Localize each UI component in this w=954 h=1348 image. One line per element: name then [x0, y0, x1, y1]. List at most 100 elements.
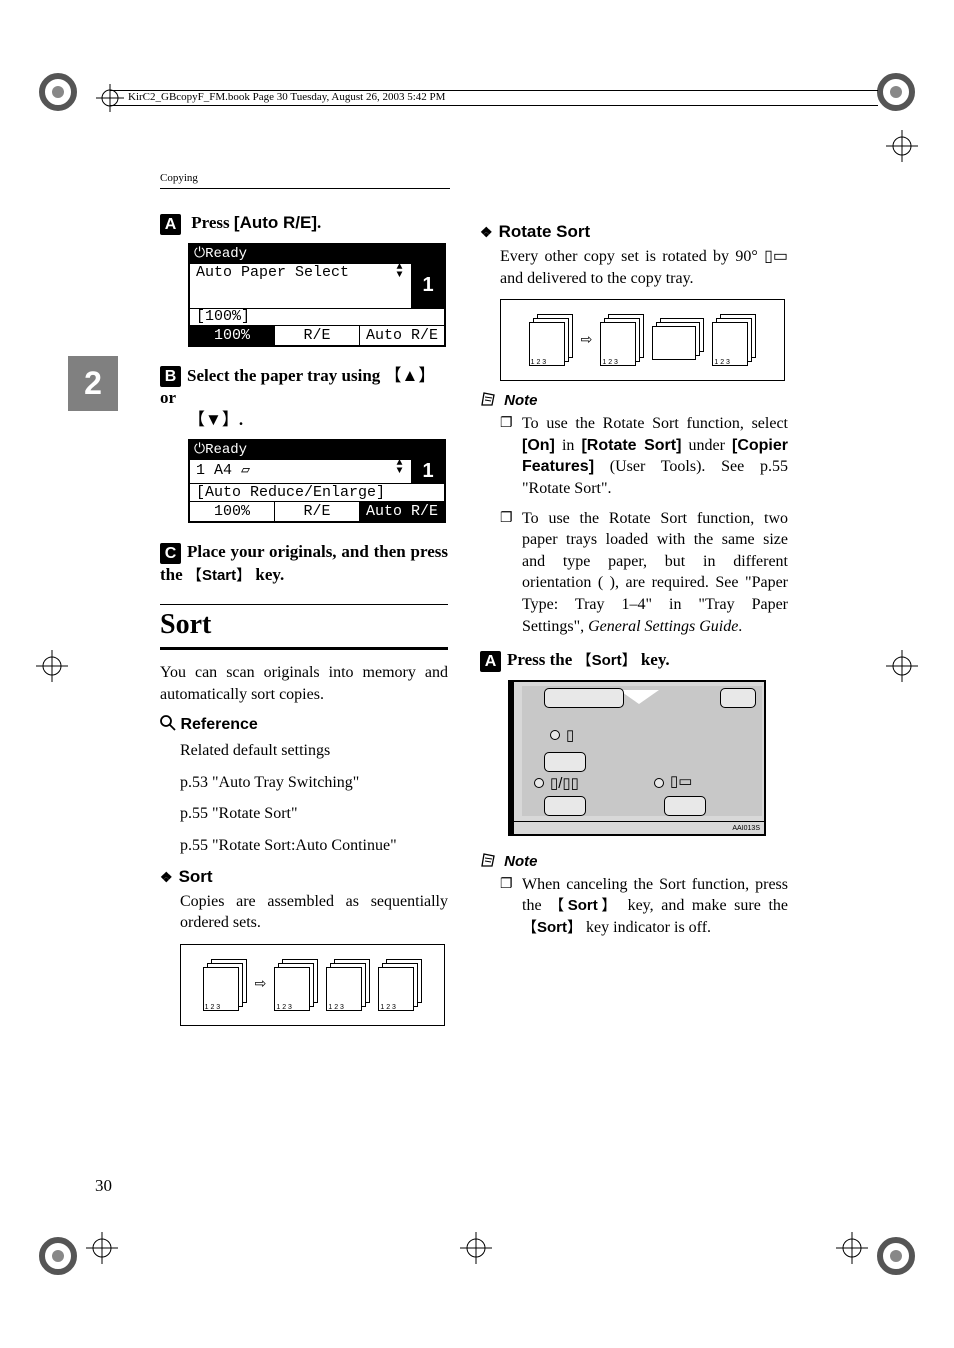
print-mark-tr [874, 70, 918, 114]
note-label-1: Note [504, 392, 537, 409]
step-2a: Select the paper tray using [187, 366, 385, 385]
lcd2-ready: ⏻Ready [190, 441, 444, 459]
lcd2-line1: 1 A4 ▱ [190, 460, 384, 483]
step-1-verb: Press [191, 213, 229, 232]
section-name: Copying [160, 172, 198, 184]
section-underline [160, 188, 450, 189]
diamond-icon: ❖ [160, 869, 173, 885]
step-2b: or [160, 388, 176, 407]
step-1-icon: A [160, 214, 181, 235]
print-mark-bl2 [86, 1232, 118, 1264]
panel-btn-1 [544, 688, 624, 708]
panel-btn-5 [664, 796, 706, 816]
step-3b: key. [251, 565, 284, 584]
note-label-2: Note [504, 853, 537, 870]
lcd1-ready: ⏻Ready [190, 245, 444, 263]
sort-sub-label: Sort [179, 867, 213, 886]
panel-indicator-icon [619, 690, 659, 704]
sort-intro: You can scan originals into memory and a… [160, 662, 448, 705]
sort-desc: Copies are assembled as sequentially ord… [180, 891, 448, 934]
lcd2-br: Auto R/E [360, 502, 444, 521]
print-mark-br2 [836, 1232, 868, 1264]
step-2-icon: B [160, 366, 181, 387]
reference-heading: Reference [160, 715, 448, 734]
reference-label: Reference [180, 716, 257, 733]
ref-line-4: p.55 "Rotate Sort:Auto Continue" [180, 835, 448, 857]
chapter-number: 2 [84, 365, 102, 402]
right-column: ❖ Rotate Sort Every other copy set is rot… [480, 212, 788, 947]
sort-heading: Sort [160, 604, 448, 650]
lcd1-updown-icon: ▲▼ [384, 264, 412, 308]
step-3: CPlace your originals, and then press th… [160, 541, 448, 586]
lcd1-line2: [100%] [190, 308, 444, 325]
lcd2-bl: 100% [190, 502, 275, 521]
print-mark-ml [36, 650, 68, 682]
panel-btn-3 [544, 752, 586, 772]
step-A: A Press the Sort key. [480, 649, 788, 672]
print-mark-tl [36, 70, 80, 114]
sort-subheading: ❖ Sort [160, 867, 448, 887]
note-item-2: To use the Rotate Sort function, two pap… [500, 508, 788, 638]
step-A-a: Press the [507, 650, 577, 669]
panel-led-3 [654, 778, 664, 788]
lcd2-bm: R/E [275, 502, 360, 521]
start-key: Start [187, 567, 251, 584]
panel-led-2 [534, 778, 544, 788]
note-item-3: When canceling the Sort function, press … [500, 874, 788, 939]
sort-figure: 1 2 3 ⇨ 1 2 3 1 2 3 1 2 3 [180, 944, 445, 1026]
panel-page-icon: ▯ [566, 726, 574, 744]
sort-key-2: Sort [549, 897, 620, 914]
arrow-icon-2: ⇨ [581, 332, 593, 349]
step-2: B Select the paper tray using ▲ or ▼. [160, 365, 448, 432]
stack-2-icon: 1 2 3 [326, 959, 370, 1011]
lcd1-bm: R/E [275, 326, 360, 345]
print-mark-mr [886, 650, 918, 682]
rstack-1-icon: 1 2 3 [600, 314, 644, 366]
stack-src-icon: 1 2 3 [203, 959, 247, 1011]
panel-sort-icon: ▯/▯▯ [550, 774, 579, 792]
diamond-icon-2: ❖ [480, 224, 493, 240]
panel-btn-4 [544, 796, 586, 816]
lcd2-line2: [Auto Reduce/Enlarge] [190, 484, 444, 501]
panel-rotate-icon: ▯▭ [670, 772, 692, 790]
rotate-sort-heading: ❖ Rotate Sort [480, 222, 788, 242]
sort-key-3: Sort [522, 919, 582, 936]
orientation-icon: ▯▭ [764, 248, 788, 265]
step-2c: . [239, 410, 243, 429]
print-mark-br [874, 1234, 918, 1278]
panel-caption: AAI013S [732, 825, 760, 832]
page-number: 30 [95, 1176, 112, 1196]
arrow-icon: ⇨ [255, 976, 267, 993]
ref-line-2: p.53 "Auto Tray Switching" [180, 772, 448, 794]
down-arrow-key: ▼ [188, 409, 239, 431]
lcd1-bl: 100% [190, 326, 275, 345]
rstack-src-icon: 1 2 3 [529, 314, 573, 366]
rotate-desc: Every other copy set is rotated by 90° ▯… [500, 246, 788, 289]
print-mark-bc [460, 1232, 492, 1264]
sort-key: Sort [577, 652, 637, 669]
note-heading-2: Note [480, 852, 788, 870]
step-A-b: key. [637, 650, 670, 669]
print-mark-tr2 [886, 130, 918, 162]
rotate-sort-label: Rotate Sort [499, 222, 591, 241]
stack-1-icon: 1 2 3 [274, 959, 318, 1011]
step-A-icon: A [480, 651, 501, 672]
note-item-1: To use the Rotate Sort function, select … [500, 413, 788, 499]
panel-led-1 [550, 730, 560, 740]
lcd-2: ⏻Ready 1 A4 ▱ ▲▼ 1 [Auto Reduce/Enlarge]… [188, 439, 446, 523]
up-arrow-key: ▲ [385, 365, 436, 387]
lcd1-br: Auto R/E [360, 326, 444, 345]
chapter-tab: 2 [68, 356, 118, 411]
print-mark-bl [36, 1234, 80, 1278]
lcd2-sel: 1 [412, 460, 444, 483]
ref-line-3: p.55 "Rotate Sort" [180, 803, 448, 825]
step-1: A Press [Auto R/E]. [160, 212, 448, 235]
step-1-end: . [317, 213, 321, 232]
step-3-icon: C [160, 543, 181, 564]
lcd1-line1: Auto Paper Select [190, 264, 384, 308]
ref-line-1: Related default settings [180, 740, 448, 762]
rstack-3-icon: 1 2 3 [712, 314, 756, 366]
rotate-figure: 1 2 3 ⇨ 1 2 3 1 2 3 [500, 299, 785, 381]
note-heading-1: Note [480, 391, 788, 409]
stack-3-icon: 1 2 3 [378, 959, 422, 1011]
